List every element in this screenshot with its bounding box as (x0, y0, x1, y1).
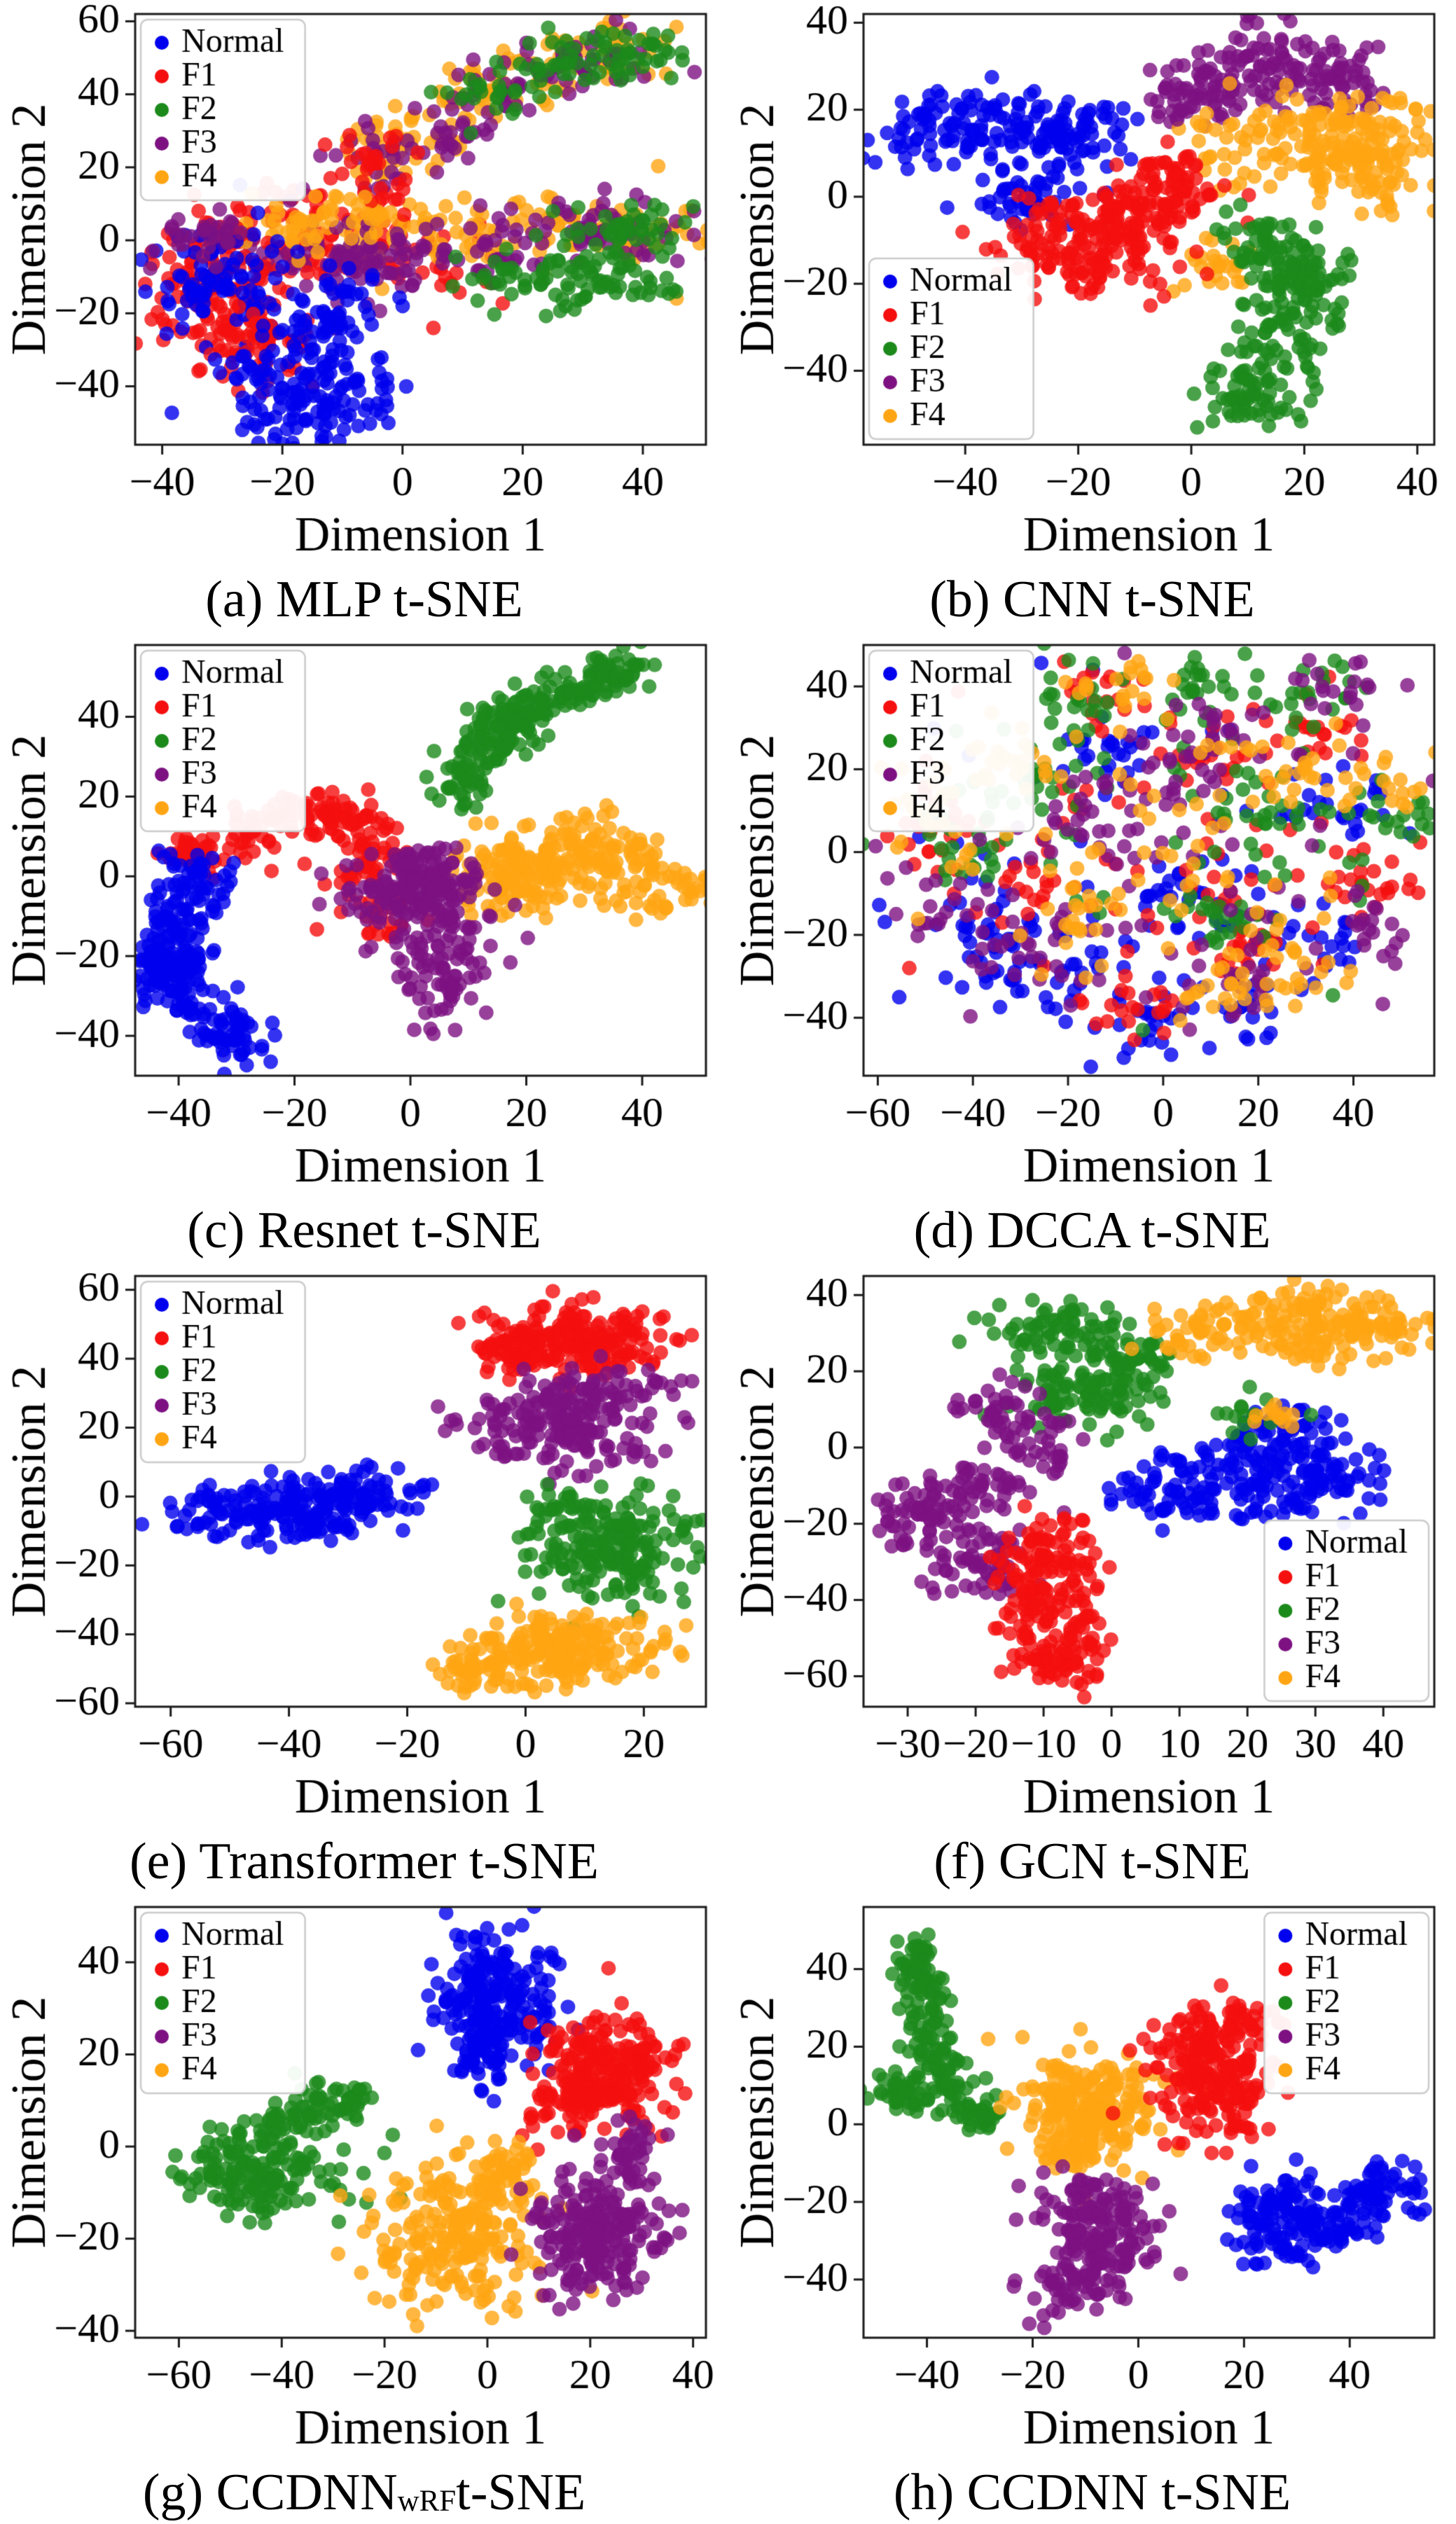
panel-b-caption: (b) CNN t-SNE (728, 569, 1456, 631)
panel-f-plot (728, 1262, 1456, 1831)
panel-e: (e) Transformer t-SNE (0, 1262, 728, 1893)
caption-subscript: wRF (397, 2485, 457, 2518)
panel-f-caption: (f) GCN t-SNE (728, 1831, 1456, 1893)
panel-e-caption: (e) Transformer t-SNE (0, 1831, 728, 1893)
panel-h-plot (728, 1893, 1456, 2462)
panel-d-plot (728, 631, 1456, 1200)
caption-text: (h) CCDNN t-SNE (893, 2464, 1291, 2521)
panel-c-plot (0, 631, 728, 1200)
caption-text: (b) CNN t-SNE (929, 571, 1255, 628)
panel-e-plot (0, 1262, 728, 1831)
panel-h-caption: (h) CCDNN t-SNE (728, 2462, 1456, 2524)
caption-text: (f) GCN t-SNE (934, 1833, 1251, 1890)
panel-a-caption: (a) MLP t-SNE (0, 569, 728, 631)
panel-g: (g) CCDNN wRF t-SNE (0, 1893, 728, 2524)
panel-d: (d) DCCA t-SNE (728, 631, 1456, 1262)
panel-b-plot (728, 0, 1456, 569)
panel-g-caption: (g) CCDNN wRF t-SNE (0, 2462, 728, 2524)
panel-a-plot (0, 0, 728, 569)
panel-g-plot (0, 1893, 728, 2462)
caption-suffix: t-SNE (456, 2464, 586, 2521)
panel-c: (c) Resnet t-SNE (0, 631, 728, 1262)
panel-f: (f) GCN t-SNE (728, 1262, 1456, 1893)
panel-c-caption: (c) Resnet t-SNE (0, 1200, 728, 1262)
panel-a: (a) MLP t-SNE (0, 0, 728, 631)
caption-text: (e) Transformer t-SNE (129, 1833, 599, 1890)
panel-d-caption: (d) DCCA t-SNE (728, 1200, 1456, 1262)
panel-h: (h) CCDNN t-SNE (728, 1893, 1456, 2524)
caption-text: (g) CCDNN (142, 2464, 398, 2521)
caption-text: (d) DCCA t-SNE (913, 1202, 1271, 1259)
caption-text: (c) Resnet t-SNE (187, 1202, 541, 1259)
caption-text: (a) MLP t-SNE (205, 571, 523, 628)
panel-b: (b) CNN t-SNE (728, 0, 1456, 631)
